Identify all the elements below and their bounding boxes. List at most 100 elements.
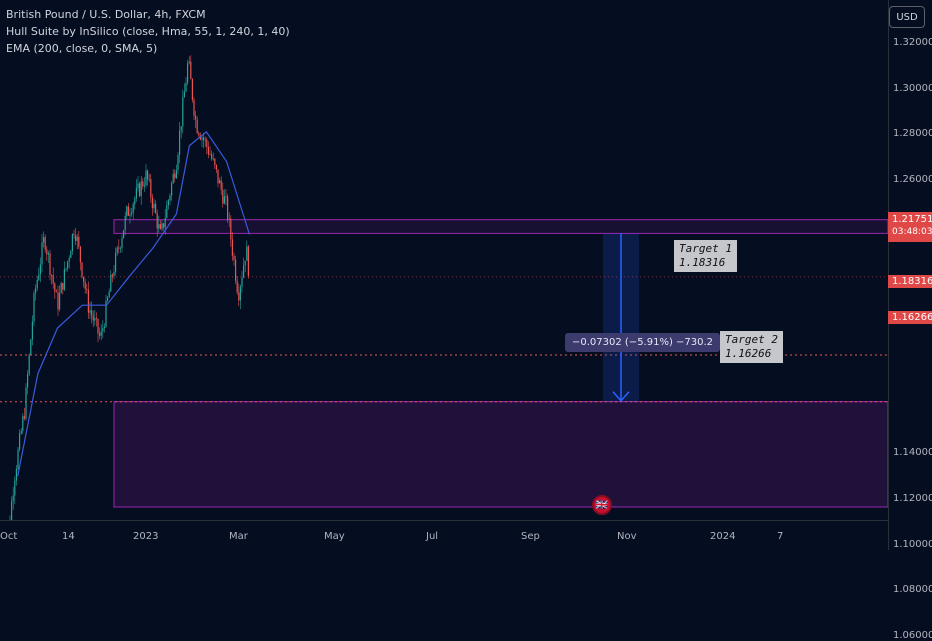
candle-body bbox=[63, 269, 65, 290]
candle-body bbox=[39, 264, 41, 275]
chart-legend: British Pound / U.S. Dollar, 4h, FXCM Hu… bbox=[6, 6, 290, 57]
candle-body bbox=[99, 333, 101, 336]
candle-body bbox=[180, 126, 182, 131]
candle-body bbox=[206, 139, 208, 147]
candle-body bbox=[118, 247, 120, 249]
candle-body bbox=[171, 183, 173, 196]
candle-body bbox=[155, 203, 157, 214]
candle-body bbox=[147, 170, 149, 180]
candle-body bbox=[198, 133, 200, 136]
candle-body bbox=[35, 288, 37, 294]
candle-body bbox=[230, 218, 232, 240]
time-axis[interactable] bbox=[0, 520, 888, 551]
candle-body bbox=[164, 217, 166, 228]
candle-body bbox=[204, 139, 206, 141]
target2-price-tag: 1.16266 bbox=[888, 311, 932, 324]
currency-button[interactable]: USD bbox=[889, 6, 925, 28]
candle-body bbox=[14, 480, 16, 496]
current-price-tag: 1.21751 03:48:03 bbox=[888, 212, 932, 242]
candle-body bbox=[142, 181, 144, 187]
x-tick-label: 7 bbox=[777, 531, 784, 542]
candle-body bbox=[79, 246, 81, 263]
price-chart[interactable] bbox=[0, 0, 888, 520]
uk-flag-icon[interactable]: 🇬🇧 bbox=[592, 495, 612, 515]
candle-body bbox=[73, 234, 75, 236]
candle-body bbox=[68, 257, 70, 262]
candle-body bbox=[195, 115, 197, 120]
candle-body bbox=[51, 274, 53, 276]
candle-body bbox=[71, 234, 73, 252]
candle-body bbox=[15, 468, 17, 481]
candle-body bbox=[86, 288, 88, 290]
candle-body bbox=[233, 255, 235, 260]
candle-body bbox=[215, 164, 217, 170]
candle-body bbox=[49, 253, 51, 275]
candle-body bbox=[78, 236, 80, 247]
candle-body bbox=[220, 180, 222, 190]
candle-body bbox=[243, 265, 245, 278]
candle-body bbox=[38, 274, 40, 280]
candle-body bbox=[244, 260, 246, 266]
candle-body bbox=[95, 318, 97, 319]
candle-body bbox=[217, 169, 219, 184]
y-tick-label: 1.28000 bbox=[893, 128, 932, 140]
symbol-title[interactable]: British Pound / U.S. Dollar, 4h, FXCM bbox=[6, 8, 206, 21]
candle-body bbox=[97, 318, 99, 334]
candle-body bbox=[127, 206, 129, 216]
candle-body bbox=[214, 158, 216, 165]
indicator-ema[interactable]: EMA (200, close, 0, SMA, 5) bbox=[6, 42, 158, 55]
candle-body bbox=[239, 286, 241, 301]
candle-body bbox=[57, 292, 59, 310]
x-tick-label: Mar bbox=[229, 531, 248, 542]
x-tick-label: Sep bbox=[521, 531, 540, 542]
candle-body bbox=[159, 224, 161, 229]
candle-body bbox=[59, 293, 61, 310]
indicator-hull-suite[interactable]: Hull Suite by InSilico (close, Hma, 55, … bbox=[6, 25, 290, 38]
candle-body bbox=[179, 130, 181, 155]
candle-body bbox=[140, 181, 142, 197]
candle-body bbox=[60, 283, 62, 294]
target1-price-tag: 1.18316 bbox=[888, 275, 932, 288]
candle-body bbox=[172, 173, 174, 184]
candle-body bbox=[150, 179, 152, 198]
candle-body bbox=[148, 179, 150, 180]
ema-line bbox=[17, 131, 251, 477]
candle-body bbox=[102, 328, 104, 332]
x-tick-label: Jul bbox=[426, 531, 439, 542]
candle-body bbox=[185, 82, 187, 92]
y-tick-label: 1.10000 bbox=[893, 538, 932, 550]
candle-body bbox=[94, 318, 96, 321]
candle-body bbox=[139, 183, 141, 197]
candle-body bbox=[43, 237, 45, 243]
x-tick-label: May bbox=[324, 531, 345, 542]
candle-body bbox=[84, 282, 86, 289]
current-price-value: 1.21751 bbox=[892, 214, 932, 225]
candle-body bbox=[166, 205, 168, 218]
candle-body bbox=[12, 495, 14, 501]
candle-body bbox=[20, 430, 22, 434]
candle-body bbox=[161, 223, 163, 229]
y-tick-label: 1.06000 bbox=[893, 629, 932, 641]
candle-body bbox=[33, 293, 35, 322]
candle-body bbox=[223, 196, 225, 204]
candle-body bbox=[193, 99, 195, 116]
candle-body bbox=[89, 310, 91, 313]
candle-body bbox=[225, 196, 227, 198]
candle-body bbox=[76, 236, 78, 241]
candle-body bbox=[134, 198, 136, 205]
x-tick-label: 2023 bbox=[133, 531, 159, 542]
candle-body bbox=[209, 154, 211, 155]
measure-readout: −0.07302 (−5.91%) −730.2 bbox=[565, 333, 721, 352]
zone-rect-2 bbox=[113, 401, 888, 508]
candle-body bbox=[174, 173, 176, 179]
candle-body bbox=[191, 79, 193, 100]
target2-label: Target 2 1.16266 bbox=[720, 331, 783, 363]
candle-body bbox=[83, 276, 85, 283]
target1-title: Target 1 bbox=[679, 242, 732, 255]
candle-body bbox=[11, 500, 13, 520]
candle-body bbox=[137, 183, 139, 188]
candlestick-series bbox=[9, 55, 249, 520]
candle-body bbox=[131, 212, 133, 215]
candle-body bbox=[169, 195, 171, 201]
candle-body bbox=[54, 283, 56, 292]
